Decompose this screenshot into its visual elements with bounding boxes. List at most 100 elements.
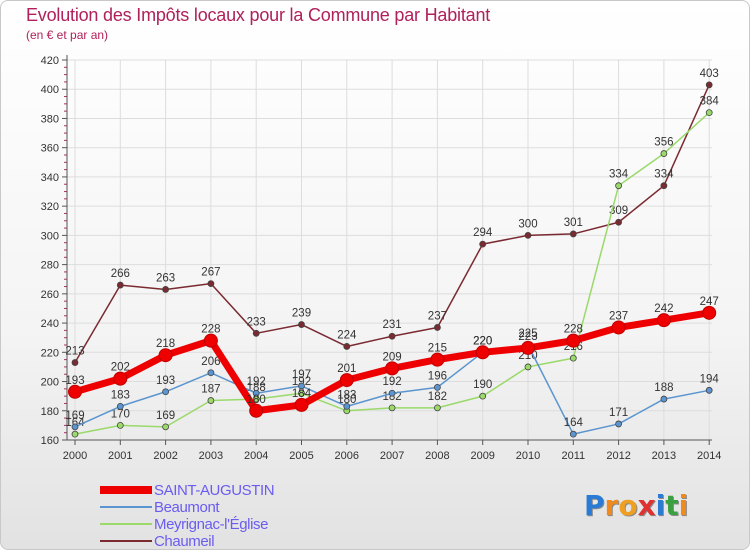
data-label: 334 [609,169,629,181]
data-point [388,389,396,397]
y-tick-label: 220 [41,347,59,359]
logo-letter: r [604,489,619,522]
data-point [660,182,668,190]
data-point [524,363,532,371]
x-tick-label: 2007 [380,450,404,462]
data-label: 187 [201,384,220,396]
data-label: 192 [247,376,266,388]
x-tick-label: 2006 [335,450,359,462]
logo-letter: t [665,489,679,522]
data-point [430,352,445,367]
legend-label: Meyrignac-l'Église [154,516,269,533]
data-label: 356 [654,137,673,149]
data-label: 193 [156,375,175,387]
data-label: 180 [247,394,266,406]
data-point [116,421,124,429]
x-tick-label: 2014 [697,450,721,462]
logo-letter: x [637,489,656,522]
data-label: 224 [337,329,357,341]
x-tick-label: 2009 [470,450,494,462]
data-label: 184 [292,388,312,400]
data-label: 180 [337,394,356,406]
legend-label: Beaumont [154,499,220,516]
y-tick-label: 160 [41,435,59,447]
data-label: 169 [156,410,175,422]
logo-letter: i [678,489,689,522]
y-tick-label: 300 [41,230,59,242]
data-point [298,321,305,328]
data-label: 213 [65,346,84,358]
data-point [162,286,170,293]
x-tick-label: 2002 [153,450,177,462]
data-point [249,403,264,418]
chart-title: Evolution des Impôts locaux pour la Comm… [26,5,491,25]
data-point [203,333,218,348]
y-tick-label: 420 [41,55,59,67]
y-tick-label: 260 [41,289,59,301]
y-tick-label: 400 [41,84,59,96]
chart-subtitle: (en € et par an) [26,28,109,42]
data-point [569,230,577,238]
data-label: 384 [700,96,720,108]
data-point [660,395,668,403]
data-point [705,386,713,394]
data-point [388,332,396,340]
data-label: 209 [383,351,402,363]
data-point [433,404,441,412]
y-tick-label: 200 [41,377,59,389]
data-point [343,402,351,410]
data-label: 309 [609,205,628,217]
data-label: 196 [428,370,447,382]
data-label: 218 [156,338,175,350]
x-tick-label: 2004 [244,450,268,462]
data-label: 170 [111,408,130,420]
data-label: 171 [609,407,628,419]
data-point [207,369,215,377]
data-label: 188 [654,382,673,394]
data-label: 220 [473,335,492,347]
series-chaumeil: 213 266 263 267 233 239 224 231 237 294 300 301 309 3… [65,68,719,366]
data-label: 201 [337,363,356,375]
data-point [660,150,668,157]
data-point [615,182,622,190]
data-point [252,389,260,397]
y-tick-label: 380 [41,113,59,125]
data-label: 228 [564,324,583,336]
data-label: 263 [156,272,175,284]
data-label: 239 [292,308,311,320]
data-label: 220 [473,335,492,347]
data-label: 197 [292,369,311,381]
data-point [615,420,622,428]
data-point [294,397,309,412]
data-label: 247 [700,296,719,308]
data-point [433,383,441,391]
data-point [705,81,713,89]
data-point [615,218,622,226]
logo-letter: P [584,489,605,522]
x-tick-label: 2012 [606,450,630,462]
x-tick-label: 2013 [652,450,676,462]
legend-swatch [100,506,152,508]
data-label: 266 [111,268,130,280]
data-label: 223 [518,331,537,343]
y-tick-label: 180 [41,406,59,418]
x-tick-label: 2005 [289,450,313,462]
legend-swatch [100,486,152,494]
data-label: 267 [201,267,220,279]
data-label: 202 [111,362,130,374]
data-point [479,392,487,400]
data-label: 237 [428,310,447,322]
data-point [656,313,671,328]
x-tick-label: 2011 [561,450,585,462]
data-point [433,324,441,331]
data-label: 164 [65,417,85,429]
data-point [611,320,626,335]
y-tick-label: 360 [41,143,59,155]
data-label: 334 [654,169,674,181]
data-point [298,382,305,390]
logo-letter: i [655,489,666,522]
data-label: 242 [654,303,673,315]
data-point [71,430,79,438]
data-point [298,389,305,397]
series-saint-augustin: 193 202 218 228 180 184 201 209 215 220 223 228 237 2… [65,296,719,418]
